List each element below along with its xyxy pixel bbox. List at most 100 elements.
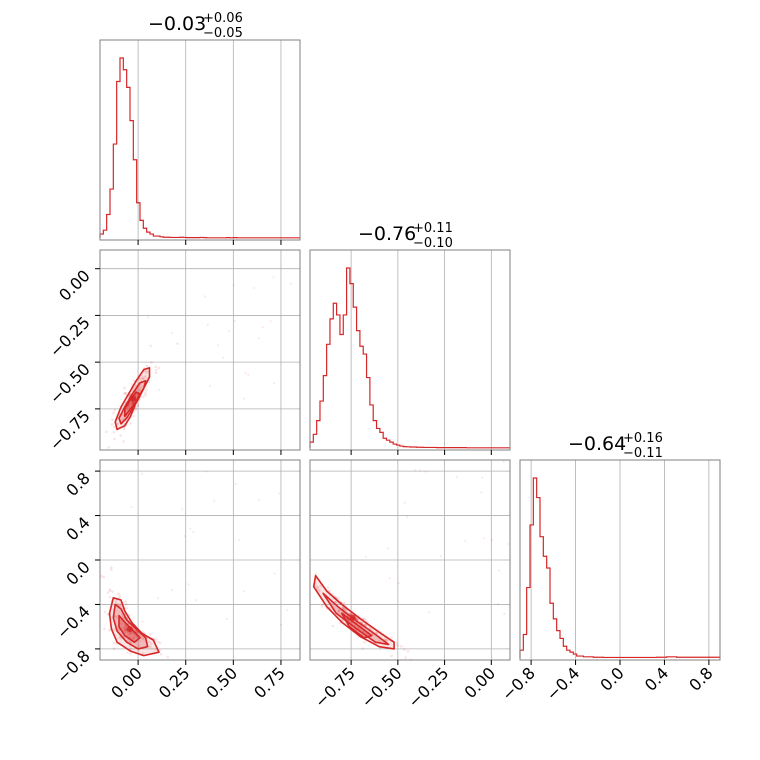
sample-point [168, 660, 171, 663]
outlier-point [247, 373, 250, 377]
outlier-point [158, 388, 161, 392]
sample-point [131, 401, 134, 405]
sample-point [123, 625, 126, 629]
sample-point [124, 630, 127, 633]
outlier-point [156, 597, 160, 600]
sample-point [148, 640, 151, 644]
sample-point [400, 645, 403, 648]
outlier-point [507, 542, 510, 546]
outlier-point [195, 599, 198, 602]
outlier-point [187, 583, 190, 586]
outlier-point [242, 590, 245, 593]
sample-point [176, 342, 179, 345]
sample-point [166, 655, 170, 659]
density-peak [126, 626, 133, 633]
panel-frame [309, 459, 511, 661]
sample-point [147, 380, 151, 384]
sample-point [139, 388, 142, 392]
x-tick-label: 0.8 [685, 663, 716, 694]
sample-point [124, 391, 128, 395]
histogram-panel-0: −0.03+0.06−0.05 [99, 11, 301, 245]
sample-point [130, 401, 134, 404]
outlier-point [279, 623, 283, 626]
sample-point [336, 609, 340, 613]
sample-point [129, 652, 132, 655]
sample-point [107, 628, 111, 632]
sample-point [127, 406, 130, 409]
panel-title: −0.64 [568, 433, 626, 455]
sample-point [115, 617, 119, 620]
y-tick-label: −0.8 [53, 646, 94, 687]
outlier-point [482, 537, 485, 540]
sample-point [331, 592, 334, 595]
sample-point [100, 574, 103, 578]
sample-point [130, 401, 133, 405]
panel-title: −0.76 [358, 223, 416, 245]
sample-point [395, 642, 399, 646]
outlier-point [403, 501, 406, 504]
sample-point [124, 624, 128, 628]
sample-point [107, 446, 110, 449]
outlier-point [496, 603, 499, 606]
outlier-point [225, 617, 228, 621]
sample-point [141, 652, 145, 655]
y-tick-label: 0.0 [62, 557, 93, 588]
sample-point [127, 406, 130, 410]
sample-point [142, 395, 145, 399]
sample-point [341, 606, 345, 610]
outlier-point [171, 588, 174, 592]
sample-point [110, 568, 113, 572]
sample-point [141, 376, 145, 379]
sample-point [129, 631, 133, 635]
outlier-point [205, 470, 208, 473]
sample-point [131, 637, 135, 641]
sample-point [123, 386, 126, 390]
sample-point [326, 586, 330, 589]
sample-point [378, 639, 381, 643]
scatter-panel-1-2: −0.75−0.50−0.25 0.00 [309, 459, 511, 711]
outlier-point [414, 469, 417, 472]
sample-point [316, 586, 319, 589]
sample-point [102, 575, 105, 579]
sample-point [343, 601, 346, 605]
outlier-point [273, 572, 276, 575]
sample-point [128, 613, 131, 617]
sample-point [110, 566, 113, 569]
outlier-point [244, 372, 247, 375]
outlier-point [464, 539, 467, 542]
sample-point [366, 620, 369, 623]
sample-point [136, 404, 140, 408]
sample-point [127, 633, 131, 637]
histogram-panel-2: −0.8 −0.4 0.0 0.4 0.8 −0.64+0.16−0.11 [498, 431, 721, 704]
y-tick-label: 0.4 [62, 513, 93, 544]
x-tick-label: 0.00 [107, 663, 146, 702]
sample-point [112, 411, 115, 415]
outlier-point [140, 472, 144, 475]
x-tick-label: 0.00 [461, 663, 500, 702]
sample-point [157, 366, 161, 370]
outlier-point [272, 276, 275, 279]
sample-point [115, 599, 118, 602]
sample-point [122, 440, 125, 443]
sample-point [336, 602, 340, 606]
sample-point [141, 637, 145, 641]
sample-point [117, 592, 120, 596]
outlier-point [424, 470, 427, 473]
outlier-point [480, 491, 483, 494]
sample-point [118, 636, 121, 640]
y-tick-label: −0.75 [46, 406, 94, 454]
sample-point [141, 636, 144, 640]
sample-point [150, 361, 153, 364]
sample-point [132, 414, 135, 418]
sample-point [92, 627, 95, 630]
density-peak [130, 395, 137, 402]
density-peak [349, 614, 356, 621]
sample-point [110, 423, 114, 426]
sample-point [148, 632, 152, 636]
sample-point [149, 344, 153, 348]
outlier-point [252, 286, 256, 290]
y-tick-label: 0.00 [55, 266, 94, 305]
sample-point [111, 590, 115, 594]
panel-content [104, 276, 293, 449]
sample-point [154, 368, 158, 372]
